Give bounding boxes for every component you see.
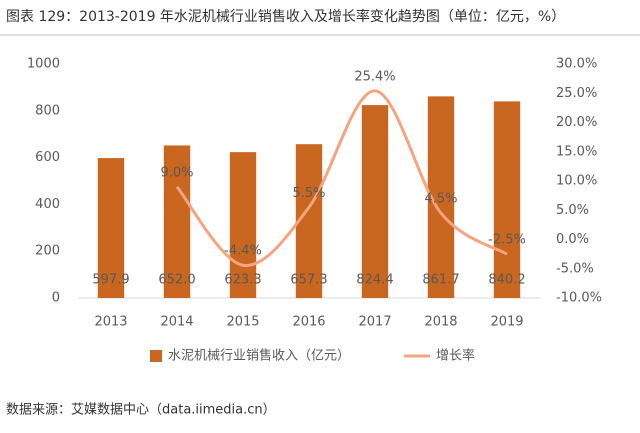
chart-title: 图表 129：2013-2019 年水泥机械行业销售收入及增长率变化趋势图（单位… xyxy=(6,8,565,25)
y-tick-label: 0 xyxy=(52,291,60,306)
bar-value-label: 824.4 xyxy=(356,273,393,288)
bar-value-label: 657.3 xyxy=(290,273,327,288)
y2-tick-label: 20.0% xyxy=(556,115,597,130)
line-value-label: -4.4% xyxy=(224,244,262,259)
y2-tick-label: 0.0% xyxy=(556,232,589,247)
y-tick-label: 400 xyxy=(35,197,60,212)
legend-label: 增长率 xyxy=(436,348,475,364)
bar xyxy=(361,105,389,299)
y-tick-label: 200 xyxy=(35,244,60,259)
y-tick-label: 1000 xyxy=(27,57,60,72)
y2-tick-label: 10.0% xyxy=(556,174,597,189)
bar-value-label: 623.3 xyxy=(224,273,261,288)
line-value-label: 9.0% xyxy=(160,165,193,180)
y2-tick-label: 25.0% xyxy=(556,86,597,101)
x-tick-label: 2017 xyxy=(358,315,391,330)
bar-value-label: 861.7 xyxy=(422,273,459,288)
line-value-label: 25.4% xyxy=(354,69,395,84)
y2-tick-label: 15.0% xyxy=(556,144,597,159)
source-note: 数据来源：艾媒数据中心（data.iimedia.cn） xyxy=(6,403,276,418)
x-tick-label: 2019 xyxy=(490,315,523,330)
x-tick-label: 2016 xyxy=(292,315,325,330)
bar xyxy=(493,101,521,299)
line-value-label: 5.5% xyxy=(292,186,325,201)
bar-value-label: 652.0 xyxy=(158,273,195,288)
line-value-label: 4.5% xyxy=(424,192,457,207)
y2-tick-label: 5.0% xyxy=(556,203,589,218)
line-value-label: -2.5% xyxy=(488,233,526,248)
y-tick-label: 800 xyxy=(35,103,60,118)
growth-line xyxy=(175,89,508,267)
bar xyxy=(163,145,191,298)
y2-tick-label: -5.0% xyxy=(556,261,594,276)
bar-value-label: 597.9 xyxy=(92,273,129,288)
y2-tick-label: 30.0% xyxy=(556,57,597,72)
bar xyxy=(229,152,257,298)
legend-label: 水泥机械行业销售收入（亿元） xyxy=(168,348,350,364)
x-tick-label: 2013 xyxy=(94,315,127,330)
y-tick-label: 600 xyxy=(35,150,60,165)
x-tick-label: 2018 xyxy=(424,315,457,330)
x-tick-label: 2015 xyxy=(226,315,259,330)
x-tick-label: 2014 xyxy=(160,315,193,330)
legend-swatch xyxy=(150,350,162,362)
bar xyxy=(97,158,125,298)
y2-tick-label: -10.0% xyxy=(556,291,602,306)
bar-value-label: 840.2 xyxy=(488,273,525,288)
